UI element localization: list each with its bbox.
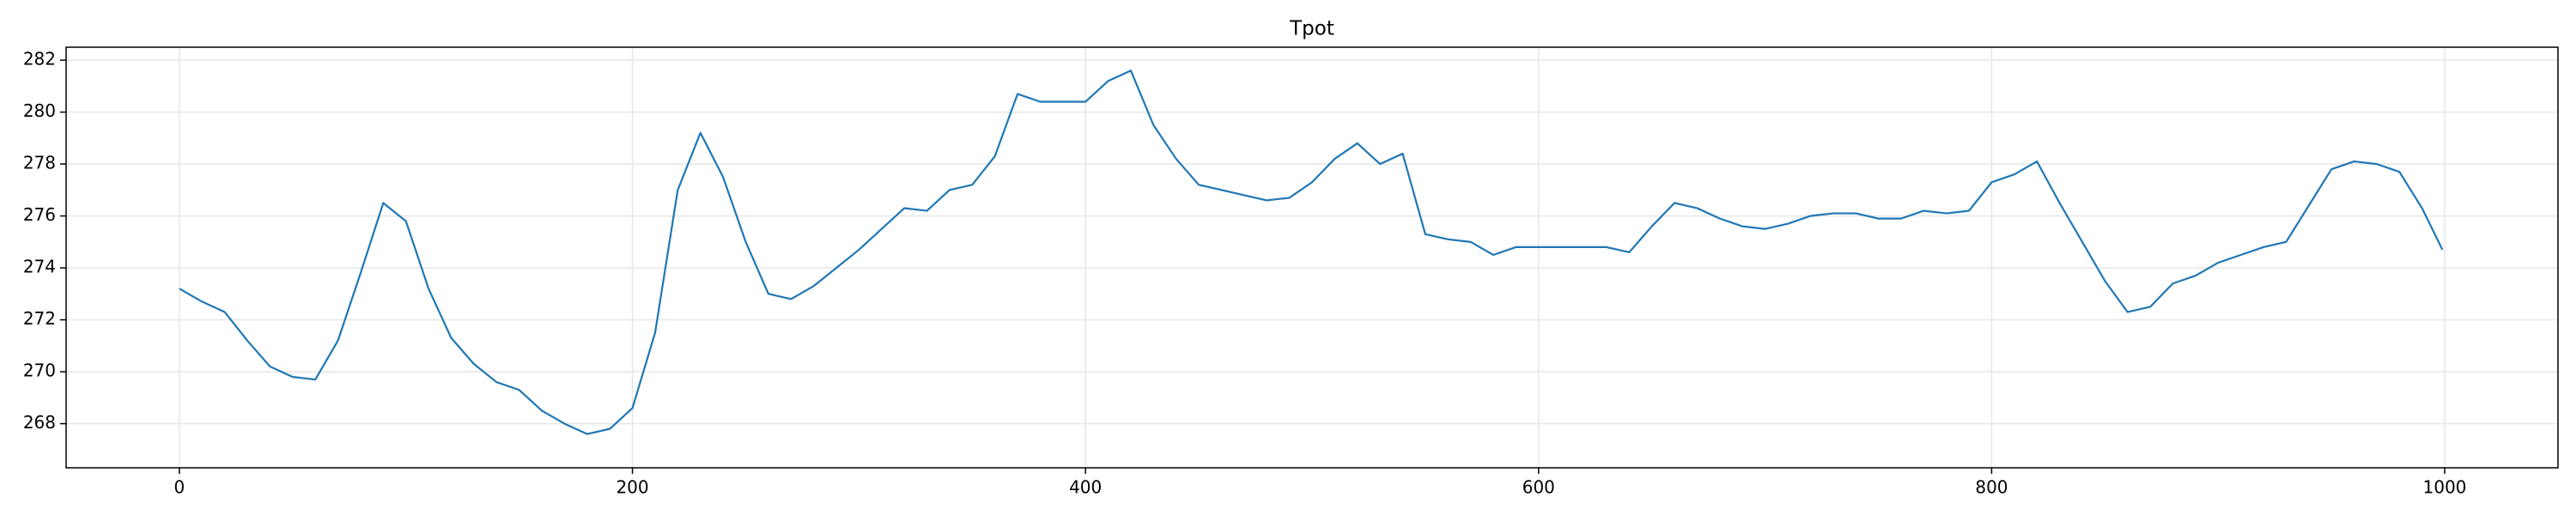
y-tick-label: 282 bbox=[23, 49, 56, 70]
y-tick-label: 272 bbox=[23, 308, 56, 329]
y-tick-label: 268 bbox=[23, 412, 56, 433]
x-tick-label: 0 bbox=[174, 477, 185, 498]
x-tick-label: 600 bbox=[1522, 477, 1555, 498]
y-tick-label: 270 bbox=[23, 360, 56, 381]
x-tick-label: 200 bbox=[616, 477, 648, 498]
y-tick-label: 274 bbox=[23, 257, 56, 277]
x-tick-label: 800 bbox=[1975, 477, 2008, 498]
x-tick-label: 400 bbox=[1069, 477, 1102, 498]
x-tick-label: 1000 bbox=[2423, 477, 2467, 498]
y-tick-label: 280 bbox=[23, 100, 56, 121]
plot-frame bbox=[65, 46, 2559, 469]
y-tick-label: 278 bbox=[23, 153, 56, 173]
data-line bbox=[179, 70, 2444, 435]
chart-title: Tpot bbox=[1289, 18, 1334, 40]
y-tick-label: 276 bbox=[23, 204, 56, 225]
